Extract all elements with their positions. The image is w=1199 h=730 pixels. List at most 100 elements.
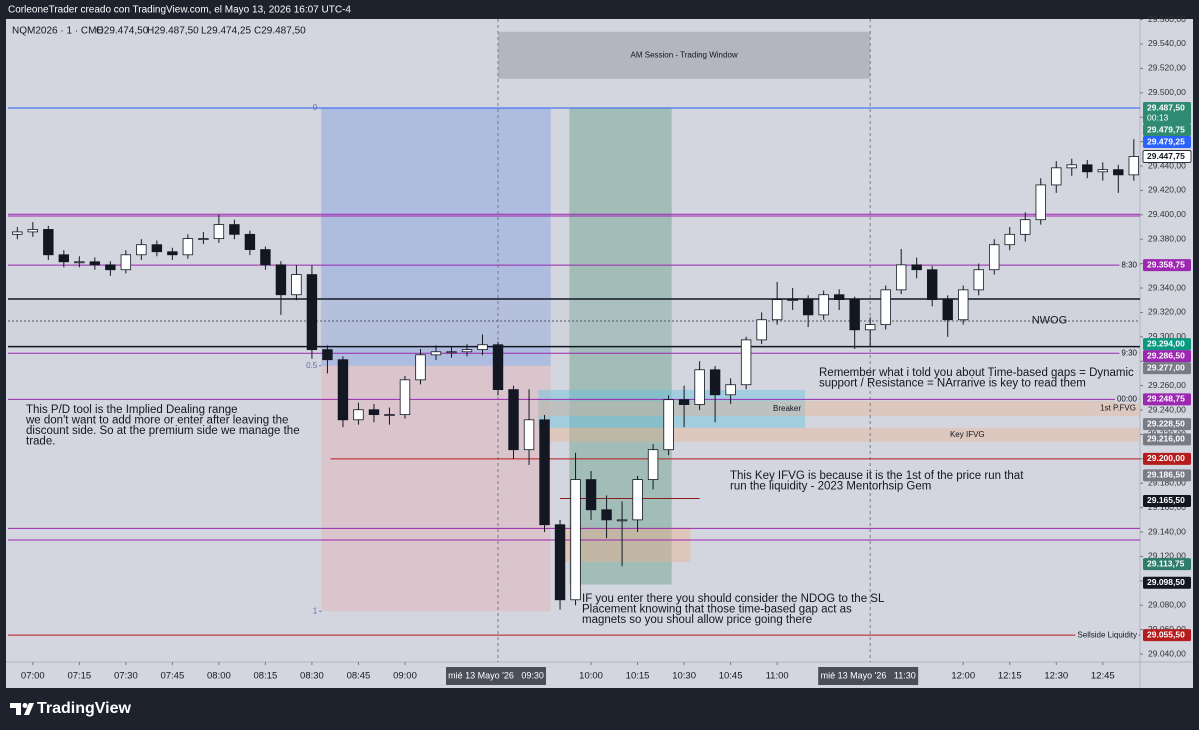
candle-body <box>849 299 860 331</box>
candle-body <box>12 231 23 235</box>
price-badge-label: 29.055,50 <box>1147 629 1185 639</box>
candle-body <box>477 344 488 351</box>
zone-label: Breaker <box>773 404 801 413</box>
y-tick-label: 29.320,00 <box>1148 307 1186 317</box>
candle-body <box>1051 167 1062 186</box>
y-tick-label: 29.560,00 <box>1148 14 1186 24</box>
level-label-bg <box>1075 630 1139 640</box>
price-badge-label: 29.228,50 <box>1147 418 1185 428</box>
candle-body <box>198 238 209 241</box>
candle-body <box>539 419 550 526</box>
price-badge <box>1143 576 1191 589</box>
candle-body <box>244 233 256 250</box>
y-tick-label: 29.080,00 <box>1148 600 1186 610</box>
x-marker-bg <box>446 667 547 685</box>
candle-body <box>895 264 907 291</box>
candle-body <box>306 274 318 351</box>
y-tick-label: 29.540,00 <box>1148 38 1186 48</box>
price-badge-label: 29.479,75 <box>1147 124 1185 134</box>
price-badge <box>1143 124 1191 137</box>
y-tick-label: 29.400,00 <box>1148 209 1186 219</box>
price-badge <box>1143 452 1191 465</box>
x-tick-label: 11:00 <box>766 671 789 682</box>
price-badge-label: 29.216,00 <box>1147 434 1185 444</box>
candle-body <box>616 519 628 522</box>
ohlc-value: H29.487,50 <box>147 26 199 37</box>
candle-body <box>709 369 721 396</box>
price-badge-label: 29.294,00 <box>1147 338 1185 348</box>
annotation-line: support / Resistance = NArrarive is key … <box>819 378 1086 390</box>
y-tick-label: 29.260,00 <box>1148 380 1186 390</box>
annotation-line: magnets so you shoul allow price going t… <box>582 614 812 626</box>
x-tick-label: 08:45 <box>347 671 371 682</box>
y-tick-label: 29.300,00 <box>1148 331 1186 341</box>
price-badge <box>1142 150 1192 163</box>
candle-body <box>105 264 116 271</box>
candle-body <box>1035 184 1046 221</box>
price-badge <box>1143 259 1191 272</box>
price-badge <box>1143 494 1191 507</box>
candle-body <box>818 294 829 316</box>
candle-body <box>136 244 147 256</box>
x-marker-bg <box>818 667 919 685</box>
header-title: CorleoneTrader creado con TradingView.co… <box>8 5 351 16</box>
zone <box>538 400 1140 417</box>
candle-body <box>74 261 85 264</box>
zone <box>498 31 871 79</box>
candle-body <box>958 289 969 321</box>
candle-body <box>89 261 101 266</box>
zone-label: Key IFVG <box>950 430 985 439</box>
price-badge-label: 29.487,50 <box>1147 102 1185 112</box>
candle-body <box>1097 169 1108 173</box>
ohlc-value: L29.474,25 <box>201 26 251 37</box>
level-label-bg <box>1119 348 1140 358</box>
candle-body <box>787 299 798 302</box>
fib-label: 0.5 <box>306 361 318 370</box>
x-tick-label: 08:30 <box>300 671 324 682</box>
annotation-line: we don't want to add more or enter after… <box>25 415 288 427</box>
zone <box>544 427 1140 442</box>
candle-body <box>1113 169 1124 176</box>
price-badge-label: 29.479,25 <box>1147 136 1185 146</box>
candle-body <box>756 319 767 341</box>
annotation-line: IF you enter there you should consider t… <box>582 593 885 605</box>
price-badge-label: 29.286,50 <box>1147 350 1185 360</box>
logo-dot <box>22 703 28 708</box>
y-tick-label: 29.380,00 <box>1148 233 1186 243</box>
price-badge-label: 29.358,75 <box>1147 259 1185 269</box>
candle-body <box>461 349 473 353</box>
price-badge-label: 29.165,50 <box>1147 495 1185 505</box>
y-tick-label: 29.420,00 <box>1148 185 1186 195</box>
price-badge <box>1143 136 1191 149</box>
candle-body <box>337 359 349 421</box>
candle-body <box>1082 164 1093 173</box>
candle-body <box>492 344 504 391</box>
candle-body <box>802 299 814 316</box>
candle-body <box>430 351 442 356</box>
candle-body <box>508 389 519 451</box>
candle-body <box>927 269 938 301</box>
candle-body <box>725 384 736 396</box>
price-badge-sub: 00:13 <box>1147 112 1169 122</box>
price-badge <box>1143 362 1191 375</box>
candle-body <box>632 479 643 521</box>
y-tick-label: 29.180,00 <box>1148 477 1186 487</box>
zone-label: 1st P.FVG <box>1100 404 1136 413</box>
x-tick-label: 07:30 <box>114 671 138 682</box>
y-tick-label: 29.140,00 <box>1148 526 1186 536</box>
price-badge <box>1143 629 1191 642</box>
level-label: 00:00 <box>1117 394 1138 403</box>
x-tick-label: 07:00 <box>21 671 45 682</box>
x-tick-label: 10:00 <box>579 671 603 682</box>
candle-body <box>647 449 659 480</box>
x-tick-label: 12:00 <box>951 671 975 682</box>
candle-body <box>942 299 953 321</box>
candle-body <box>182 238 194 256</box>
annotation-line: This Key IFVG is because it is the 1st o… <box>730 470 1024 482</box>
candle-body <box>663 399 674 451</box>
candle-body <box>229 224 240 235</box>
annotation-line: discount side. So at the premium side we… <box>26 425 300 437</box>
price-badge <box>1143 418 1191 431</box>
level-label: 8:30 <box>1121 260 1137 269</box>
y-tick-label: 29.120,00 <box>1148 551 1186 561</box>
